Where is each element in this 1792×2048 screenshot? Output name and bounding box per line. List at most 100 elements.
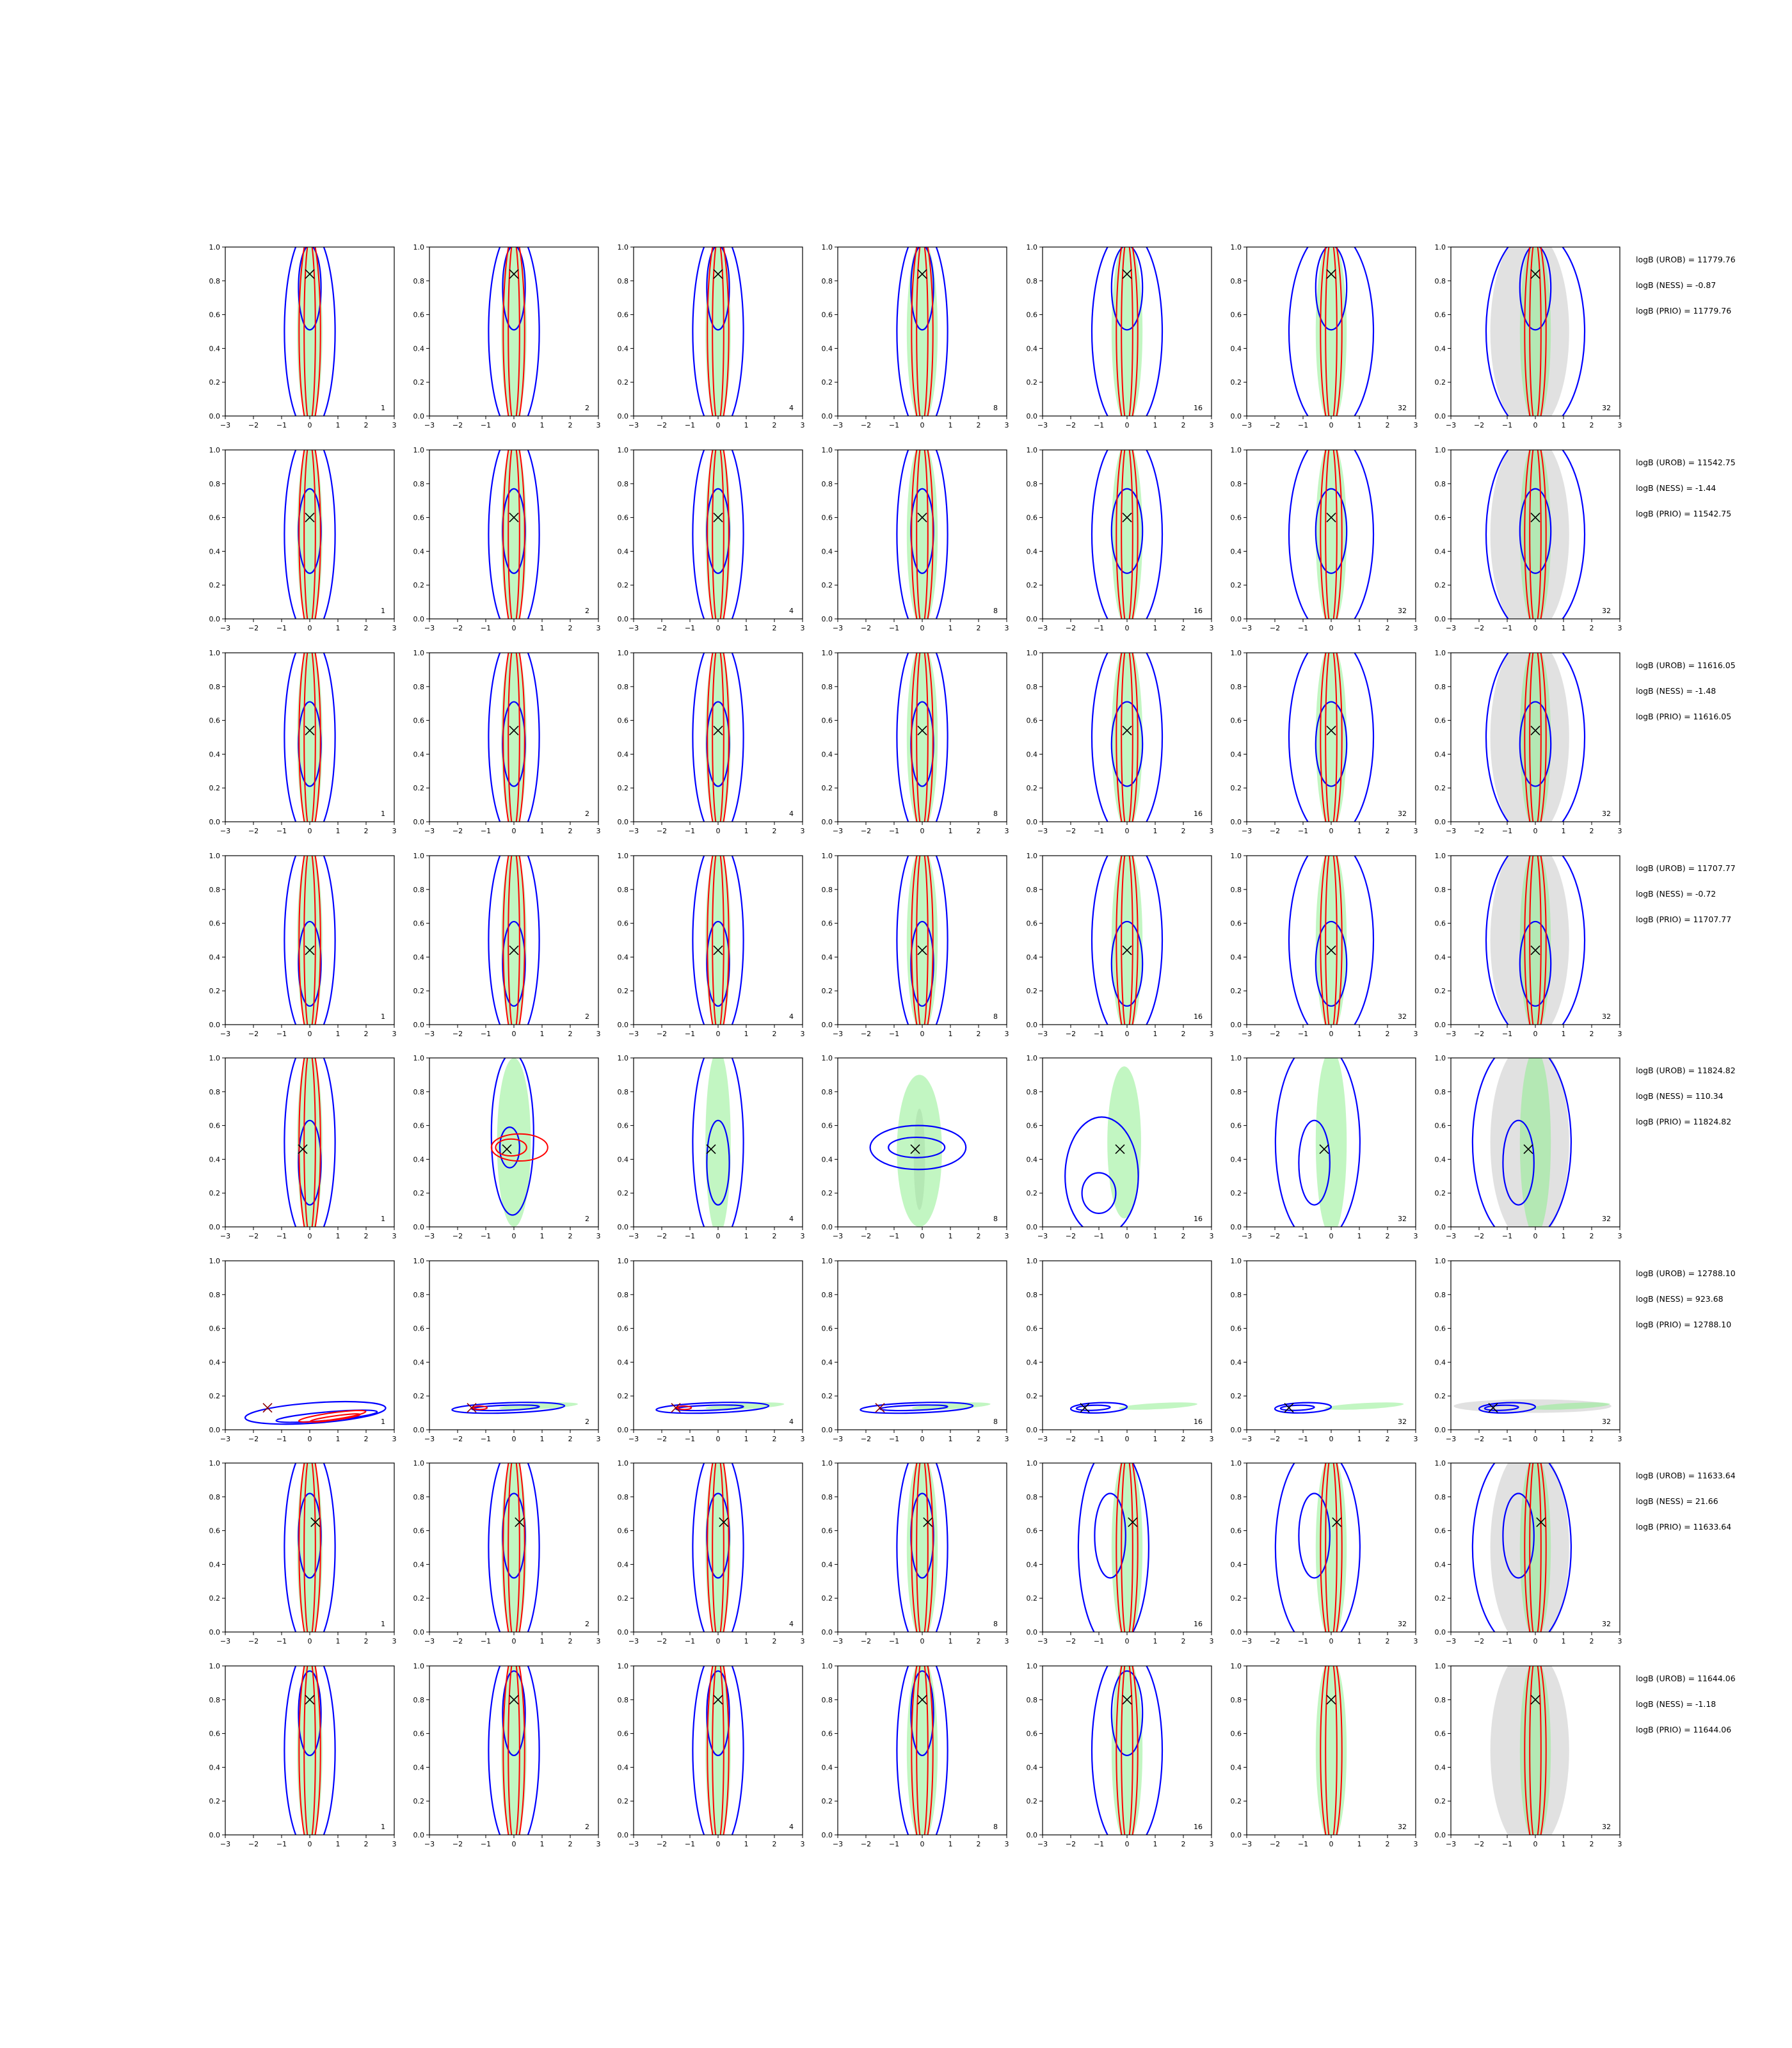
y-tick-label: 1.0 [822, 446, 833, 454]
blue-contour [1471, 1058, 1572, 1227]
y-tick-label: 1.0 [822, 649, 833, 657]
truth-marker [1122, 945, 1132, 956]
y-tick-label: 1.0 [209, 649, 221, 657]
x-tick-label: −1 [276, 1637, 287, 1645]
truth-marker [1326, 945, 1336, 956]
x-tick-label: 2 [1590, 1435, 1594, 1443]
x-tick-label: 0 [1533, 1232, 1538, 1240]
red-contour [911, 1666, 934, 1835]
y-tick-label: 1.0 [1231, 1054, 1242, 1062]
blue-contour [896, 653, 948, 822]
x-tick-label: −2 [1270, 827, 1280, 835]
plot-area [1288, 653, 1375, 822]
y-tick-label: 0.0 [1027, 1223, 1038, 1231]
x-tick-label: 1 [1357, 827, 1362, 835]
x-tick-label: −1 [1298, 827, 1308, 835]
sample-count-label: 16 [1194, 810, 1203, 818]
green-density [501, 653, 527, 822]
green-density [705, 653, 731, 822]
y-tick-label: 1.0 [413, 649, 425, 657]
red-contour [303, 450, 316, 619]
logb-annotations-row2: logB (UROB) = 11542.75 logB (NESS) = -1.4… [1636, 458, 1736, 518]
logb-annotations-row6: logB (UROB) = 12788.10 logB (NESS) = 923.… [1636, 1268, 1736, 1329]
y-tick-label: 0.0 [1231, 1021, 1242, 1029]
red-contour [911, 653, 934, 822]
x-tick-label: 1 [744, 1637, 749, 1645]
blue-contour [284, 653, 336, 822]
x-tick-label: 0 [1329, 1232, 1334, 1240]
x-tick-label: 2 [568, 1840, 573, 1848]
red-contour [508, 1463, 520, 1632]
plot-area [451, 1402, 579, 1414]
x-tick-label: 2 [364, 1030, 369, 1038]
blue-contour [910, 920, 934, 1007]
x-tick-label: 2 [364, 1637, 369, 1645]
y-tick-label: 1.0 [209, 243, 221, 252]
red-contour [303, 856, 316, 1025]
logb-annotations-row1: logB (UROB) = 11779.76 logB (NESS) = -0.8… [1636, 255, 1736, 316]
red-contour [1325, 247, 1338, 416]
y-tick-label: 0.6 [1027, 1325, 1038, 1333]
y-tick-label: 0.6 [209, 1325, 221, 1333]
red-contour [298, 450, 321, 619]
red-contour [495, 1138, 527, 1157]
blue-contour [1471, 1463, 1572, 1632]
x-tick-label: 1 [948, 1435, 953, 1443]
green-density [1519, 1666, 1551, 1835]
y-tick-label: 0.8 [413, 1088, 425, 1096]
y-tick-label: 0.2 [1231, 987, 1242, 995]
panel-r7-c6: −3 −2 −1 0 1 2 3 0.0 0.2 0.4 0.6 0.8 1.0 32 [1231, 1459, 1418, 1645]
x-tick-label: −2 [861, 1637, 871, 1645]
panel-r8-c1: −3 −2 −1 0 1 2 3 0.0 0.2 0.4 0.6 0.8 1.0 1 [209, 1662, 397, 1848]
y-tick-label: 1.0 [822, 1054, 833, 1062]
logb-annotations-row8: logB (UROB) = 11644.06 logB (NESS) = -1.1… [1636, 1674, 1736, 1734]
y-tick-label: 0.8 [618, 1088, 629, 1096]
truth-marker [1326, 513, 1336, 523]
y-tick-label: 0.6 [618, 920, 629, 928]
x-tick-label: 2 [568, 827, 573, 835]
y-tick-label: 0.0 [1027, 615, 1038, 623]
y-tick-label: 1.0 [209, 1662, 221, 1670]
blue-contour [488, 450, 540, 619]
x-tick-label: 1 [1562, 1232, 1566, 1240]
red-contour [298, 1409, 367, 1423]
y-tick-label: 0.4 [822, 344, 833, 353]
y-tick-label: 0.0 [209, 615, 221, 623]
green-density [1531, 1402, 1610, 1410]
plot-area [1069, 1402, 1197, 1414]
logb-annotation: logB (PRIO) = 11779.76 [1636, 306, 1731, 316]
y-tick-label: 1.0 [1231, 446, 1242, 454]
truth-marker [305, 513, 315, 523]
x-tick-label: 2 [1590, 421, 1594, 429]
x-tick-label: −2 [1474, 1030, 1484, 1038]
x-tick-label: −3 [628, 1637, 639, 1645]
y-tick-label: 0.6 [1231, 1325, 1242, 1333]
y-tick-label: 0.8 [822, 886, 833, 894]
x-tick-label: −1 [1502, 1435, 1512, 1443]
red-contour [1524, 856, 1547, 1025]
blue-contour [284, 450, 336, 619]
x-tick-label: 1 [948, 827, 953, 835]
red-contour [1121, 856, 1133, 1025]
y-tick-label: 0.4 [822, 1155, 833, 1164]
x-tick-label: −3 [1242, 1232, 1252, 1240]
x-tick-label: −2 [861, 1030, 871, 1038]
y-tick-label: 0.4 [618, 1155, 629, 1164]
x-tick-label: 1 [540, 1030, 545, 1038]
y-tick-label: 0.2 [822, 987, 833, 995]
y-tick-label: 1.0 [618, 446, 629, 454]
blue-contour [1091, 653, 1164, 822]
y-tick-label: 0.2 [1231, 1392, 1242, 1400]
blue-contour [298, 1670, 322, 1757]
blue-contour [1298, 1492, 1331, 1579]
sample-count-label: 16 [1194, 1823, 1203, 1831]
x-tick-label: 2 [1181, 1232, 1186, 1240]
green-density [297, 1666, 323, 1835]
x-tick-label: 3 [392, 1637, 397, 1645]
y-tick-label: 1.0 [822, 243, 833, 252]
y-tick-label: 0.6 [1231, 1122, 1242, 1130]
sample-count-label: 4 [789, 404, 794, 412]
panel-r3-c7: −3 −2 −1 0 1 2 3 0.0 0.2 0.4 0.6 0.8 1.0 32 [1435, 649, 1622, 835]
green-density [897, 1075, 942, 1227]
plot-area [488, 1666, 540, 1835]
